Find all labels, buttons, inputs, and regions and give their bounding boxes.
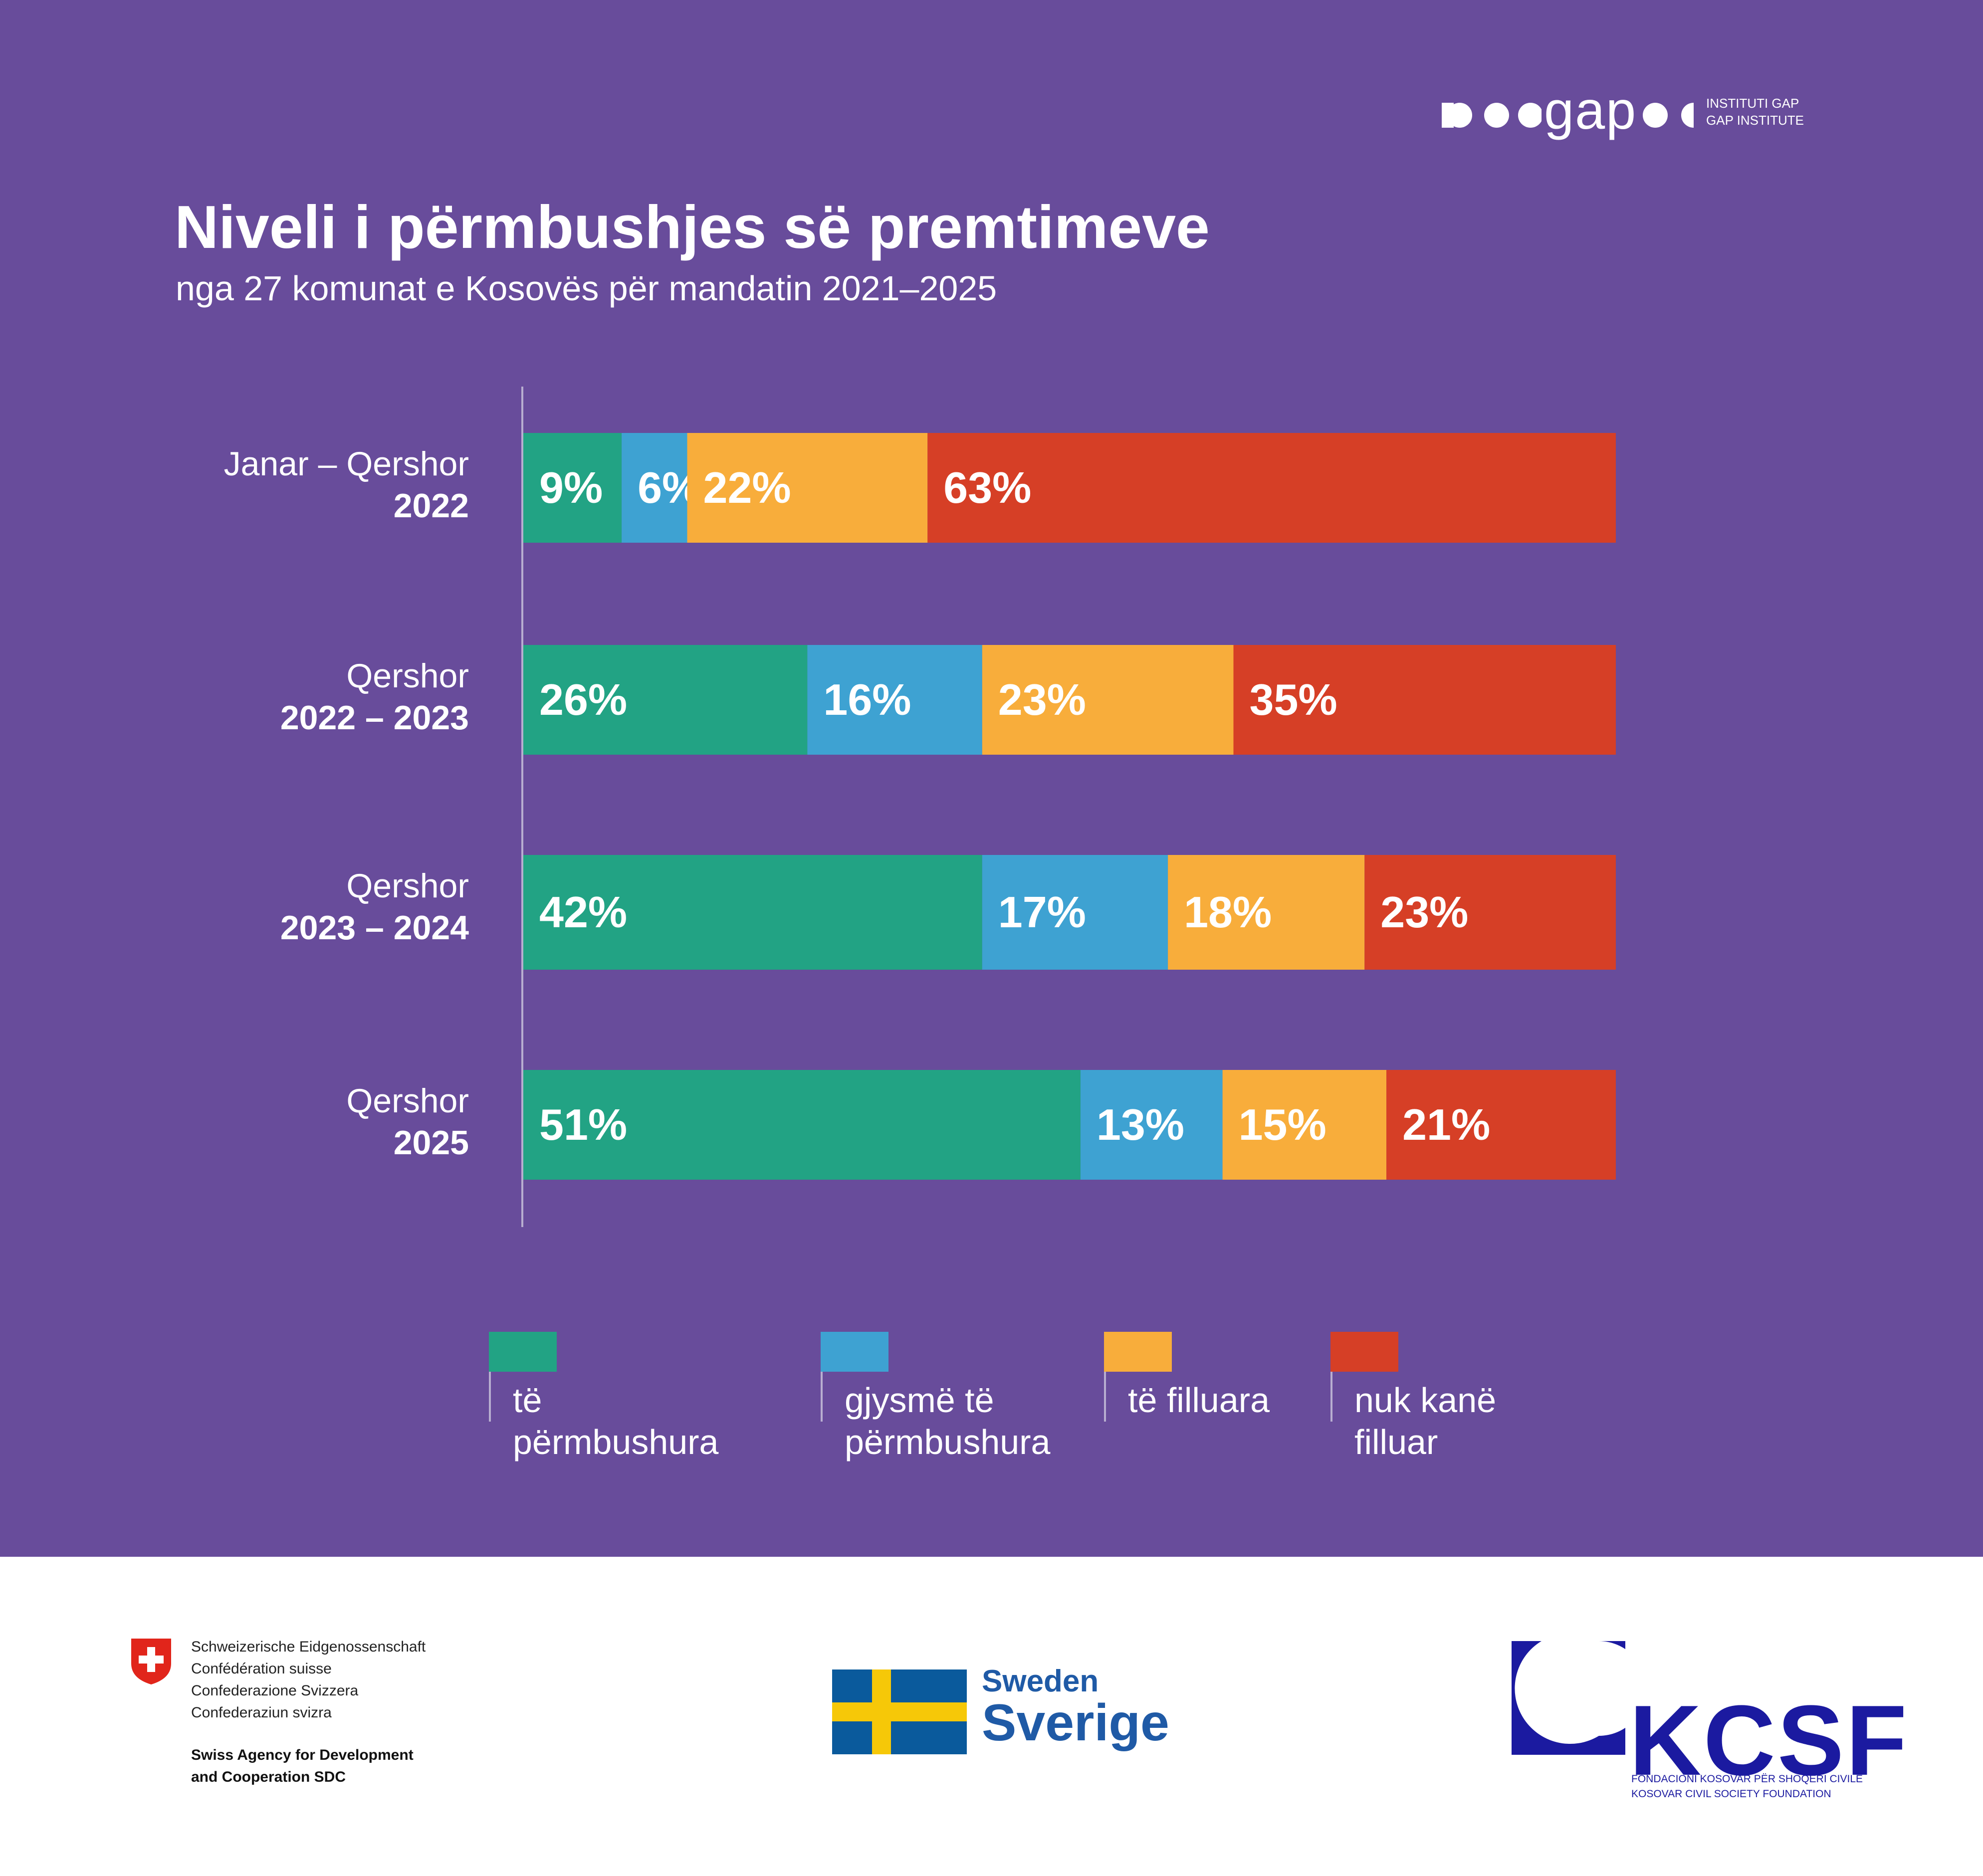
category-label-period: Qershor bbox=[346, 867, 469, 905]
legend-stem bbox=[489, 1372, 491, 1422]
bar-value-label: 16% bbox=[823, 675, 911, 724]
category-label-year: 2025 bbox=[393, 1124, 469, 1162]
bar-value-label: 13% bbox=[1097, 1100, 1184, 1149]
bar-value-label: 17% bbox=[998, 887, 1086, 937]
kcsf-emblem-icon bbox=[1512, 1641, 1625, 1755]
bar-segment bbox=[622, 433, 687, 543]
swiss-shield-icon bbox=[131, 1639, 171, 1684]
bar-segment bbox=[1080, 1070, 1223, 1180]
legend-swatch bbox=[1330, 1332, 1398, 1372]
sweden-flag-icon bbox=[832, 1669, 967, 1754]
category-label-period: Qershor bbox=[346, 657, 469, 695]
bar-segment bbox=[1222, 1070, 1387, 1180]
category-label: Qershor 2022 – 2023 bbox=[170, 655, 469, 739]
swiss-confederation-text: Schweizerische Eidgenossenschaft Confédé… bbox=[191, 1639, 426, 1721]
gap-wordmark: gap bbox=[1544, 80, 1637, 140]
chart-subtitle: nga 27 komunat e Kosovës për mandatin 20… bbox=[176, 269, 997, 308]
category-label: Janar – Qershor 2022 bbox=[170, 443, 469, 527]
bar-segment bbox=[1364, 855, 1616, 970]
category-label: Qershor 2025 bbox=[170, 1080, 469, 1164]
bar-value-label: 23% bbox=[1380, 887, 1468, 937]
legend-stem bbox=[821, 1372, 823, 1422]
sweden-text: Sweden bbox=[982, 1664, 1099, 1698]
kcsf-logo: KCSF FONDACIONI KOSOVAR PËR SHOQËRI CIVI… bbox=[1512, 1641, 1911, 1806]
category-label-year: 2023 – 2024 bbox=[280, 909, 469, 947]
legend-swatch bbox=[1104, 1332, 1172, 1372]
legend-stem bbox=[1330, 1372, 1332, 1422]
bar-segment bbox=[1386, 1070, 1616, 1180]
bar-segment bbox=[523, 433, 622, 543]
category-label-year: 2022 bbox=[393, 487, 469, 525]
bar-segment bbox=[523, 1070, 1081, 1180]
kcsf-subtitle: FONDACIONI KOSOVAR PËR SHOQËRI CIVILE KO… bbox=[1631, 1773, 1863, 1800]
bar-segment bbox=[1168, 855, 1365, 970]
legend-label: të përmbushura bbox=[513, 1381, 719, 1461]
bar-value-label: 21% bbox=[1402, 1100, 1490, 1149]
bar-segment bbox=[687, 433, 928, 543]
legend-label: nuk kanë filluar bbox=[1354, 1381, 1497, 1461]
bar-segment bbox=[927, 433, 1616, 543]
sverige-text: Sverige bbox=[982, 1694, 1169, 1752]
gap-dots-icon bbox=[1442, 103, 1542, 128]
legend-label: të filluara bbox=[1128, 1381, 1270, 1420]
bar-segment bbox=[807, 645, 982, 755]
swiss-agency-text: Swiss Agency for Development and Coopera… bbox=[191, 1747, 414, 1785]
category-label: Qershor 2023 – 2024 bbox=[170, 865, 469, 949]
kcsf-wordmark: KCSF bbox=[1629, 1685, 1909, 1796]
bars-group: 9% 6% 22% 63%26% 16% 23% 35%42% 17% 18% 23%51% 13%… bbox=[523, 433, 1616, 1180]
bar-value-label: 63% bbox=[943, 463, 1031, 512]
bar-value-label: 35% bbox=[1250, 675, 1337, 724]
swiss-sdc-logo: Schweizerische Eidgenossenschaft Confédé… bbox=[129, 1636, 578, 1796]
bar-segment bbox=[982, 645, 1234, 755]
bar-value-label: 22% bbox=[703, 463, 791, 512]
legend-stem bbox=[1104, 1372, 1106, 1422]
bar-value-label: 42% bbox=[539, 887, 627, 937]
bar-segment bbox=[523, 645, 808, 755]
bar-value-label: 9% bbox=[539, 463, 603, 512]
bar-value-label: 51% bbox=[539, 1100, 627, 1149]
category-label-period: Janar – Qershor bbox=[223, 445, 469, 483]
bar-value-label: 23% bbox=[998, 675, 1086, 724]
stacked-bar-chart: 9% 6% 22% 63%26% 16% 23% 35%42% 17% 18% 23%51% 13%… bbox=[521, 387, 1616, 1227]
legend-swatch bbox=[821, 1332, 888, 1372]
chart-title: Niveli i përmbushjes së premtimeve bbox=[175, 193, 1210, 261]
chart-panel bbox=[0, 0, 1983, 1557]
bar-segment bbox=[1233, 645, 1616, 755]
category-label-period: Qershor bbox=[346, 1082, 469, 1120]
bar-value-label: 26% bbox=[539, 675, 627, 724]
gap-institute-logo: gap INSTITUTI GAP GAP INSTITUTE bbox=[1442, 80, 1831, 145]
gap-dots-end-icon bbox=[1643, 103, 1694, 128]
bar-value-label: 15% bbox=[1239, 1100, 1326, 1149]
bar-segment bbox=[523, 855, 982, 970]
gap-subtitle: INSTITUTI GAP GAP INSTITUTE bbox=[1706, 96, 1804, 128]
sweden-logo: Sweden Sverige bbox=[832, 1664, 1181, 1763]
bar-segment bbox=[982, 855, 1168, 970]
legend-label: gjysmë të përmbushura bbox=[845, 1381, 1051, 1461]
legend-swatch bbox=[489, 1332, 557, 1372]
bar-value-label: 18% bbox=[1184, 887, 1272, 937]
category-label-year: 2022 – 2023 bbox=[280, 699, 469, 737]
